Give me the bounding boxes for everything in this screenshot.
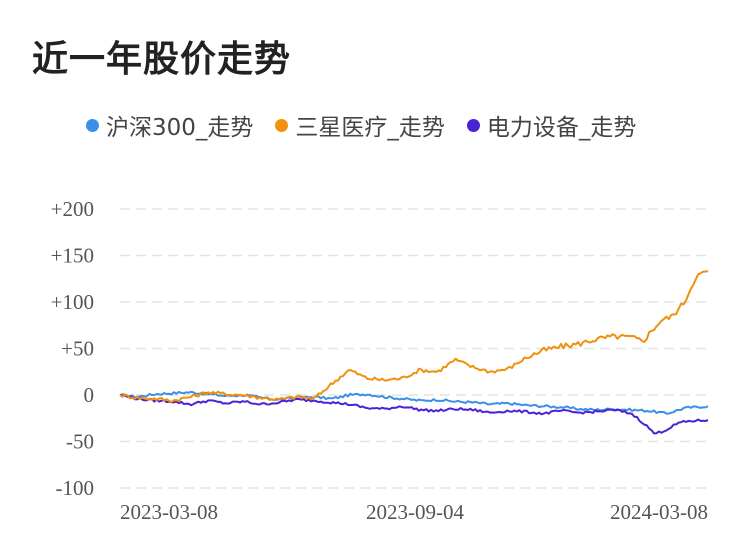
legend-item-power[interactable]: 电力设备_走势 xyxy=(466,108,637,142)
y-tick-label: +100 xyxy=(51,290,94,314)
grid-lines xyxy=(120,208,708,489)
x-tick-label: 2024-03-08 xyxy=(610,500,708,524)
legend-dot-icon xyxy=(86,118,99,132)
y-tick-label: -50 xyxy=(66,430,94,454)
series-line-1 xyxy=(119,270,709,403)
y-tick-label: +200 xyxy=(51,197,94,221)
chart-title: 近一年股价走势 xyxy=(32,39,292,80)
x-axis-ticks: 2023-03-08 2023-09-04 2024-03-08 xyxy=(120,500,708,524)
y-axis-ticks: +200 +150 +100 +50 0 -50 -100 xyxy=(51,197,94,500)
legend-item-sanxing[interactable]: 三星医疗_走势 xyxy=(275,108,445,142)
legend-dot-icon xyxy=(275,118,289,132)
legend: 沪深300_走势 三星医疗_走势 电力设备_走势 xyxy=(86,108,636,142)
y-tick-label: +50 xyxy=(61,337,94,361)
y-tick-label: +150 xyxy=(51,244,94,268)
x-tick-label: 2023-09-04 xyxy=(366,500,464,524)
y-tick-label: -100 xyxy=(56,476,95,500)
series-lines xyxy=(119,270,709,435)
legend-label-hs300: 沪深300_走势 xyxy=(106,115,254,141)
legend-label-power: 电力设备_走势 xyxy=(486,115,637,141)
legend-label-sanxing: 三星医疗_走势 xyxy=(295,115,445,141)
series-line-2 xyxy=(119,394,709,435)
y-tick-label: 0 xyxy=(84,383,95,407)
legend-dot-icon xyxy=(466,118,480,132)
x-tick-label: 2023-03-08 xyxy=(120,500,218,524)
legend-item-hs300[interactable]: 沪深300_走势 xyxy=(86,108,253,142)
